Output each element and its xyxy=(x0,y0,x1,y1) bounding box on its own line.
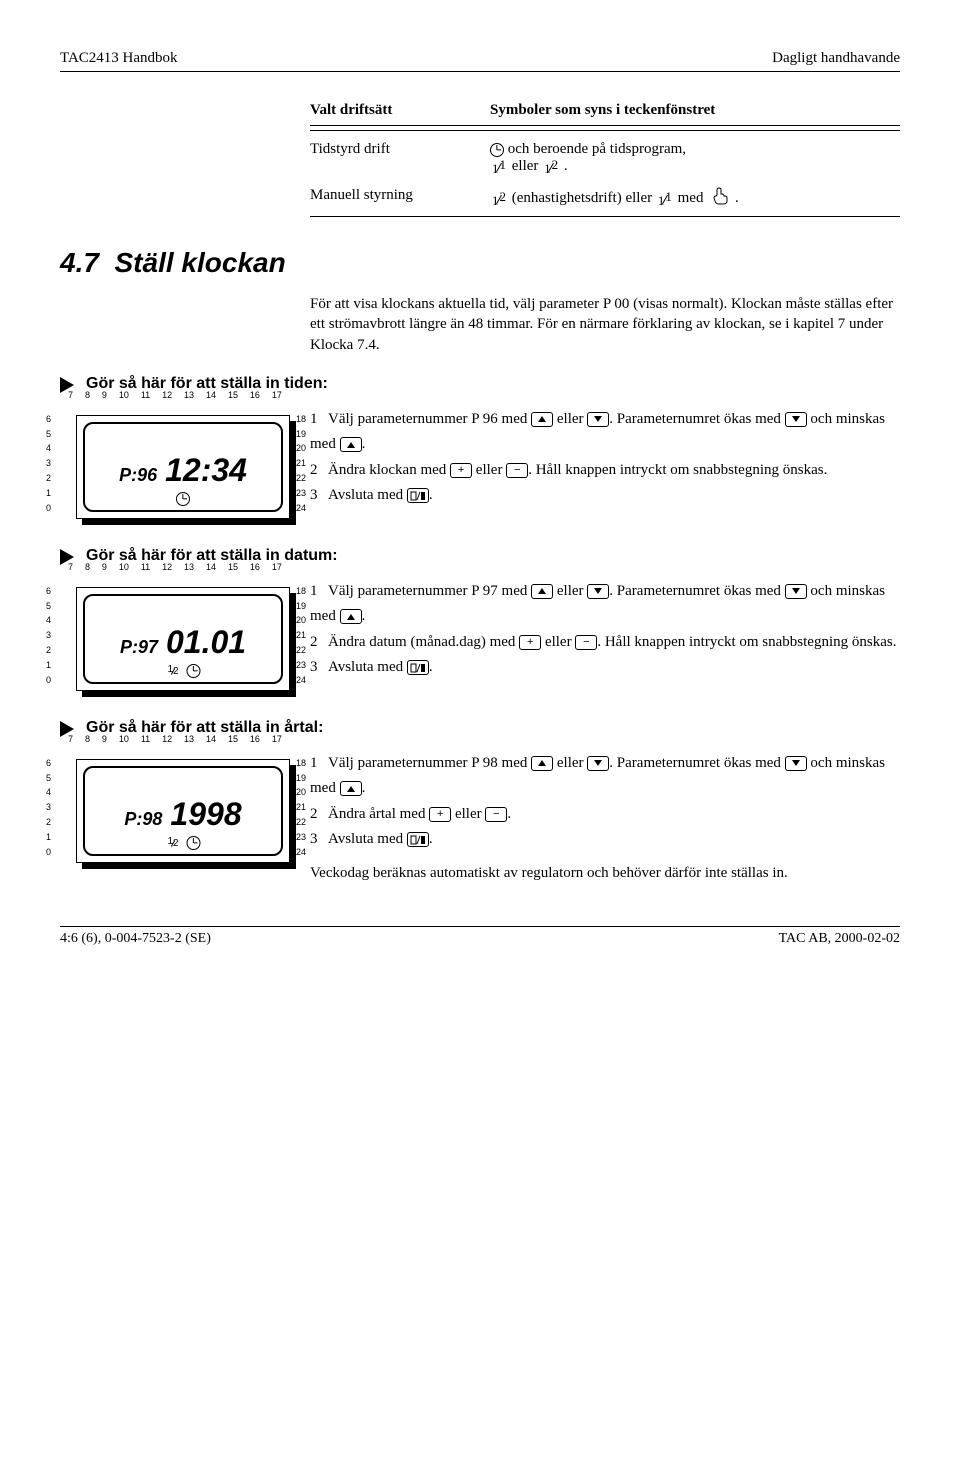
clock-icon xyxy=(187,664,201,678)
running-head-left: TAC2413 Handbok xyxy=(60,50,178,67)
plus-button-icon: + xyxy=(450,463,472,478)
mode-button-icon xyxy=(407,832,429,847)
lcd-value: 01.01 xyxy=(166,626,246,658)
up-button-icon xyxy=(340,781,362,796)
modes-row2-mode: Manuell styrning xyxy=(310,187,490,204)
up-button-icon xyxy=(531,412,553,427)
down-button-icon xyxy=(785,756,807,771)
running-head: TAC2413 Handbok Dagligt handhavande xyxy=(60,50,900,72)
lcd-value: 1998 xyxy=(170,798,241,830)
down-button-icon xyxy=(587,584,609,599)
modes-row1-desc: och beroende på tidsprogram, 11 eller 12… xyxy=(490,141,900,175)
procedure-steps: 1Välj parameternummer P 96 med eller . P… xyxy=(310,403,900,509)
lcd-param: P:98 xyxy=(124,810,162,828)
lcd-top-scale: 7891011121314151617 xyxy=(68,391,282,400)
down-button-icon xyxy=(587,756,609,771)
section-title: 4.7 Ställ klockan xyxy=(60,247,900,279)
procedure-steps: 1Välj parameternummer P 97 med eller . P… xyxy=(310,575,900,681)
lcd-left-scale: 0123456 xyxy=(46,587,51,685)
clock-icon xyxy=(176,492,190,506)
footer-left: 4:6 (6), 0-004-7523-2 (SE) xyxy=(60,931,211,947)
down-button-icon xyxy=(587,412,609,427)
clock-icon xyxy=(187,836,201,850)
hand-icon xyxy=(711,187,731,210)
plus-button-icon: + xyxy=(519,635,541,650)
lcd-right-scale: 18192021222324 xyxy=(296,587,306,685)
footer-right: TAC AB, 2000-02-02 xyxy=(779,931,900,947)
up-button-icon xyxy=(340,437,362,452)
minus-button-icon: − xyxy=(506,463,528,478)
up-button-icon xyxy=(531,756,553,771)
modes-header-col2: Symboler som syns i teckenfönstret xyxy=(490,102,900,119)
lcd-display: 7891011121314151617 0123456 181920212223… xyxy=(60,403,290,519)
lcd-param: P:97 xyxy=(120,638,158,656)
lcd-value: 12:34 xyxy=(165,454,247,486)
lcd-left-scale: 0123456 xyxy=(46,415,51,513)
modes-table: Valt driftsätt Symboler som syns i tecke… xyxy=(310,96,900,217)
page-footer: 4:6 (6), 0-004-7523-2 (SE) TAC AB, 2000-… xyxy=(60,926,900,947)
clock-icon xyxy=(490,143,504,157)
lcd-param: P:96 xyxy=(119,466,157,484)
plus-button-icon: + xyxy=(429,807,451,822)
lcd-right-scale: 18192021222324 xyxy=(296,759,306,857)
lcd-status-icons xyxy=(176,492,190,506)
down-button-icon xyxy=(785,584,807,599)
procedure-steps: 1Välj parameternummer P 98 med eller . P… xyxy=(310,747,900,887)
minus-button-icon: − xyxy=(485,807,507,822)
modes-row2-desc: 12 (enhastighetsdrift) eller 11 med . xyxy=(490,187,900,210)
running-head-right: Dagligt handhavande xyxy=(772,50,900,67)
up-button-icon xyxy=(340,609,362,624)
lcd-status-icons: 12 xyxy=(166,836,201,850)
lcd-left-scale: 0123456 xyxy=(46,759,51,857)
modes-row1-mode: Tidstyrd drift xyxy=(310,141,490,158)
lcd-status-icons: 12 xyxy=(166,664,201,678)
modes-header-col1: Valt driftsätt xyxy=(310,102,490,119)
lcd-right-scale: 18192021222324 xyxy=(296,415,306,513)
lcd-top-scale: 7891011121314151617 xyxy=(68,563,282,572)
mode-button-icon xyxy=(407,660,429,675)
mode-button-icon xyxy=(407,488,429,503)
down-button-icon xyxy=(785,412,807,427)
minus-button-icon: − xyxy=(575,635,597,650)
lcd-display: 7891011121314151617 0123456 181920212223… xyxy=(60,747,290,863)
intro-paragraph: För att visa klockans aktuella tid, välj… xyxy=(310,294,900,355)
lcd-top-scale: 7891011121314151617 xyxy=(68,735,282,744)
up-button-icon xyxy=(531,584,553,599)
lcd-display: 7891011121314151617 0123456 181920212223… xyxy=(60,575,290,691)
